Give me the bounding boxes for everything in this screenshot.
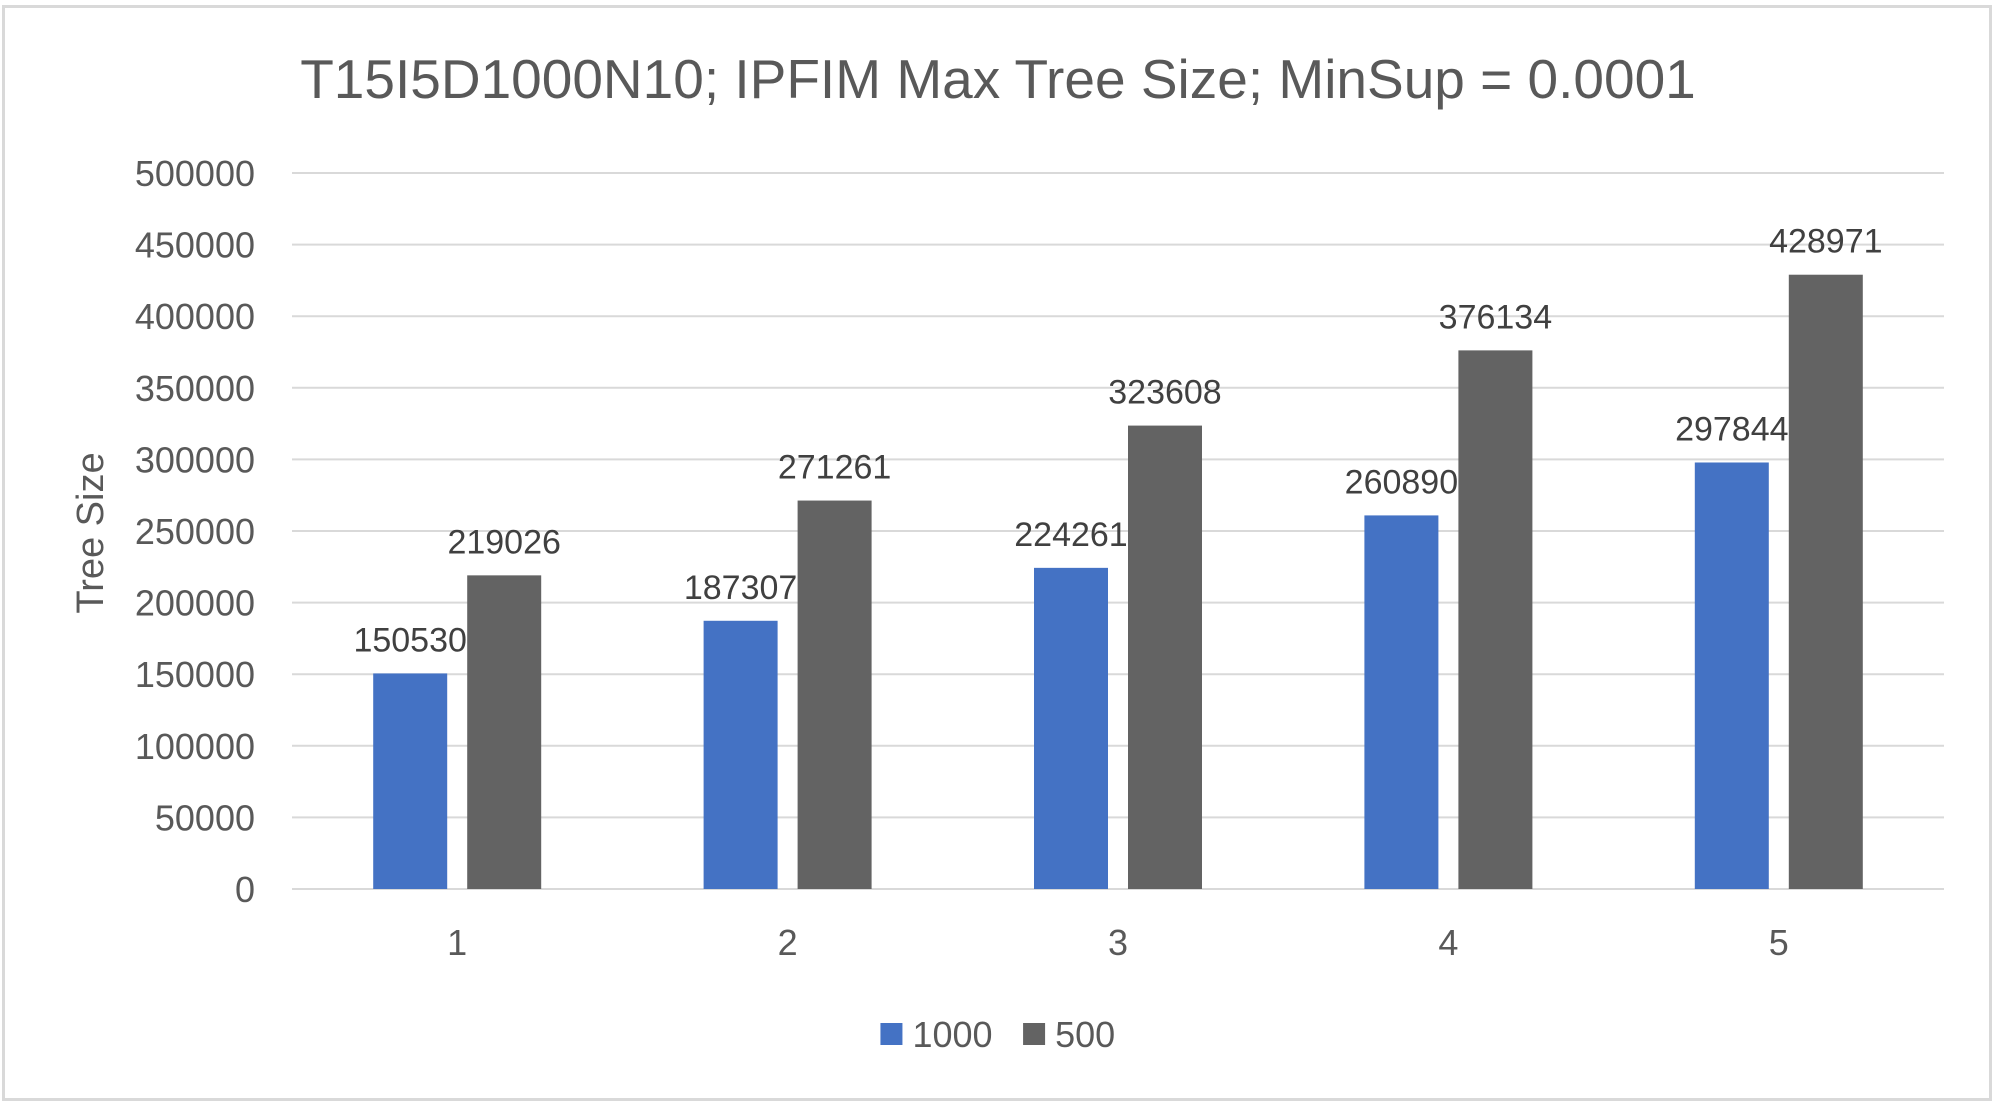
y-tick-label: 0 xyxy=(235,869,255,910)
data-label: 150530 xyxy=(353,621,466,659)
x-tick-label: 5 xyxy=(1769,922,1789,963)
bar xyxy=(797,500,872,889)
y-tick-label: 350000 xyxy=(135,368,255,409)
bar xyxy=(373,673,448,889)
gridlines xyxy=(292,172,1944,890)
y-tick-label: 450000 xyxy=(135,225,255,266)
x-axis-ticks: 1 2 3 4 5 xyxy=(447,922,1789,963)
data-label: 323608 xyxy=(1108,374,1221,412)
data-label: 376134 xyxy=(1439,298,1552,336)
data-label: 428971 xyxy=(1769,223,1882,261)
y-tick-label: 500000 xyxy=(135,153,255,194)
bar xyxy=(467,575,542,889)
y-tick-label: 300000 xyxy=(135,439,255,480)
bar xyxy=(1128,425,1202,889)
chart-title: T15I5D1000N10; IPFIM Max Tree Size; MinS… xyxy=(300,48,1696,110)
data-label: 219026 xyxy=(447,523,560,561)
bar xyxy=(1458,350,1533,889)
data-label: 297844 xyxy=(1675,410,1788,448)
bar xyxy=(1694,462,1769,889)
data-label: 260890 xyxy=(1345,463,1458,501)
y-axis-ticks: 0 50000 100000 150000 200000 250000 300000 3500… xyxy=(135,153,255,910)
x-tick-label: 2 xyxy=(778,922,798,963)
data-label: 187307 xyxy=(684,569,797,607)
y-tick-label: 200000 xyxy=(135,583,255,624)
x-tick-label: 4 xyxy=(1438,922,1458,963)
legend: 1000 500 xyxy=(880,1014,1115,1055)
x-tick-label: 3 xyxy=(1108,922,1128,963)
bar xyxy=(703,620,778,889)
chart-frame xyxy=(2,5,1992,1101)
data-label: 224261 xyxy=(1014,516,1127,554)
x-tick-label: 1 xyxy=(447,922,467,963)
y-axis-title: Tree Size xyxy=(70,452,112,613)
bar xyxy=(1788,274,1863,890)
y-tick-label: 250000 xyxy=(135,511,255,552)
data-label: 271261 xyxy=(778,449,891,487)
bar xyxy=(1364,515,1439,889)
y-tick-label: 400000 xyxy=(135,296,255,337)
legend-swatch xyxy=(1023,1023,1046,1045)
legend-label: 500 xyxy=(1055,1014,1115,1055)
y-tick-label: 50000 xyxy=(155,797,255,838)
legend-swatch xyxy=(880,1023,903,1045)
legend-label: 1000 xyxy=(912,1014,992,1055)
bars: 150530 219026 187307 271261 224261 323608 2608… xyxy=(353,223,1883,890)
bar xyxy=(1034,567,1108,889)
y-tick-label: 150000 xyxy=(135,654,255,695)
y-tick-label: 100000 xyxy=(135,726,255,767)
